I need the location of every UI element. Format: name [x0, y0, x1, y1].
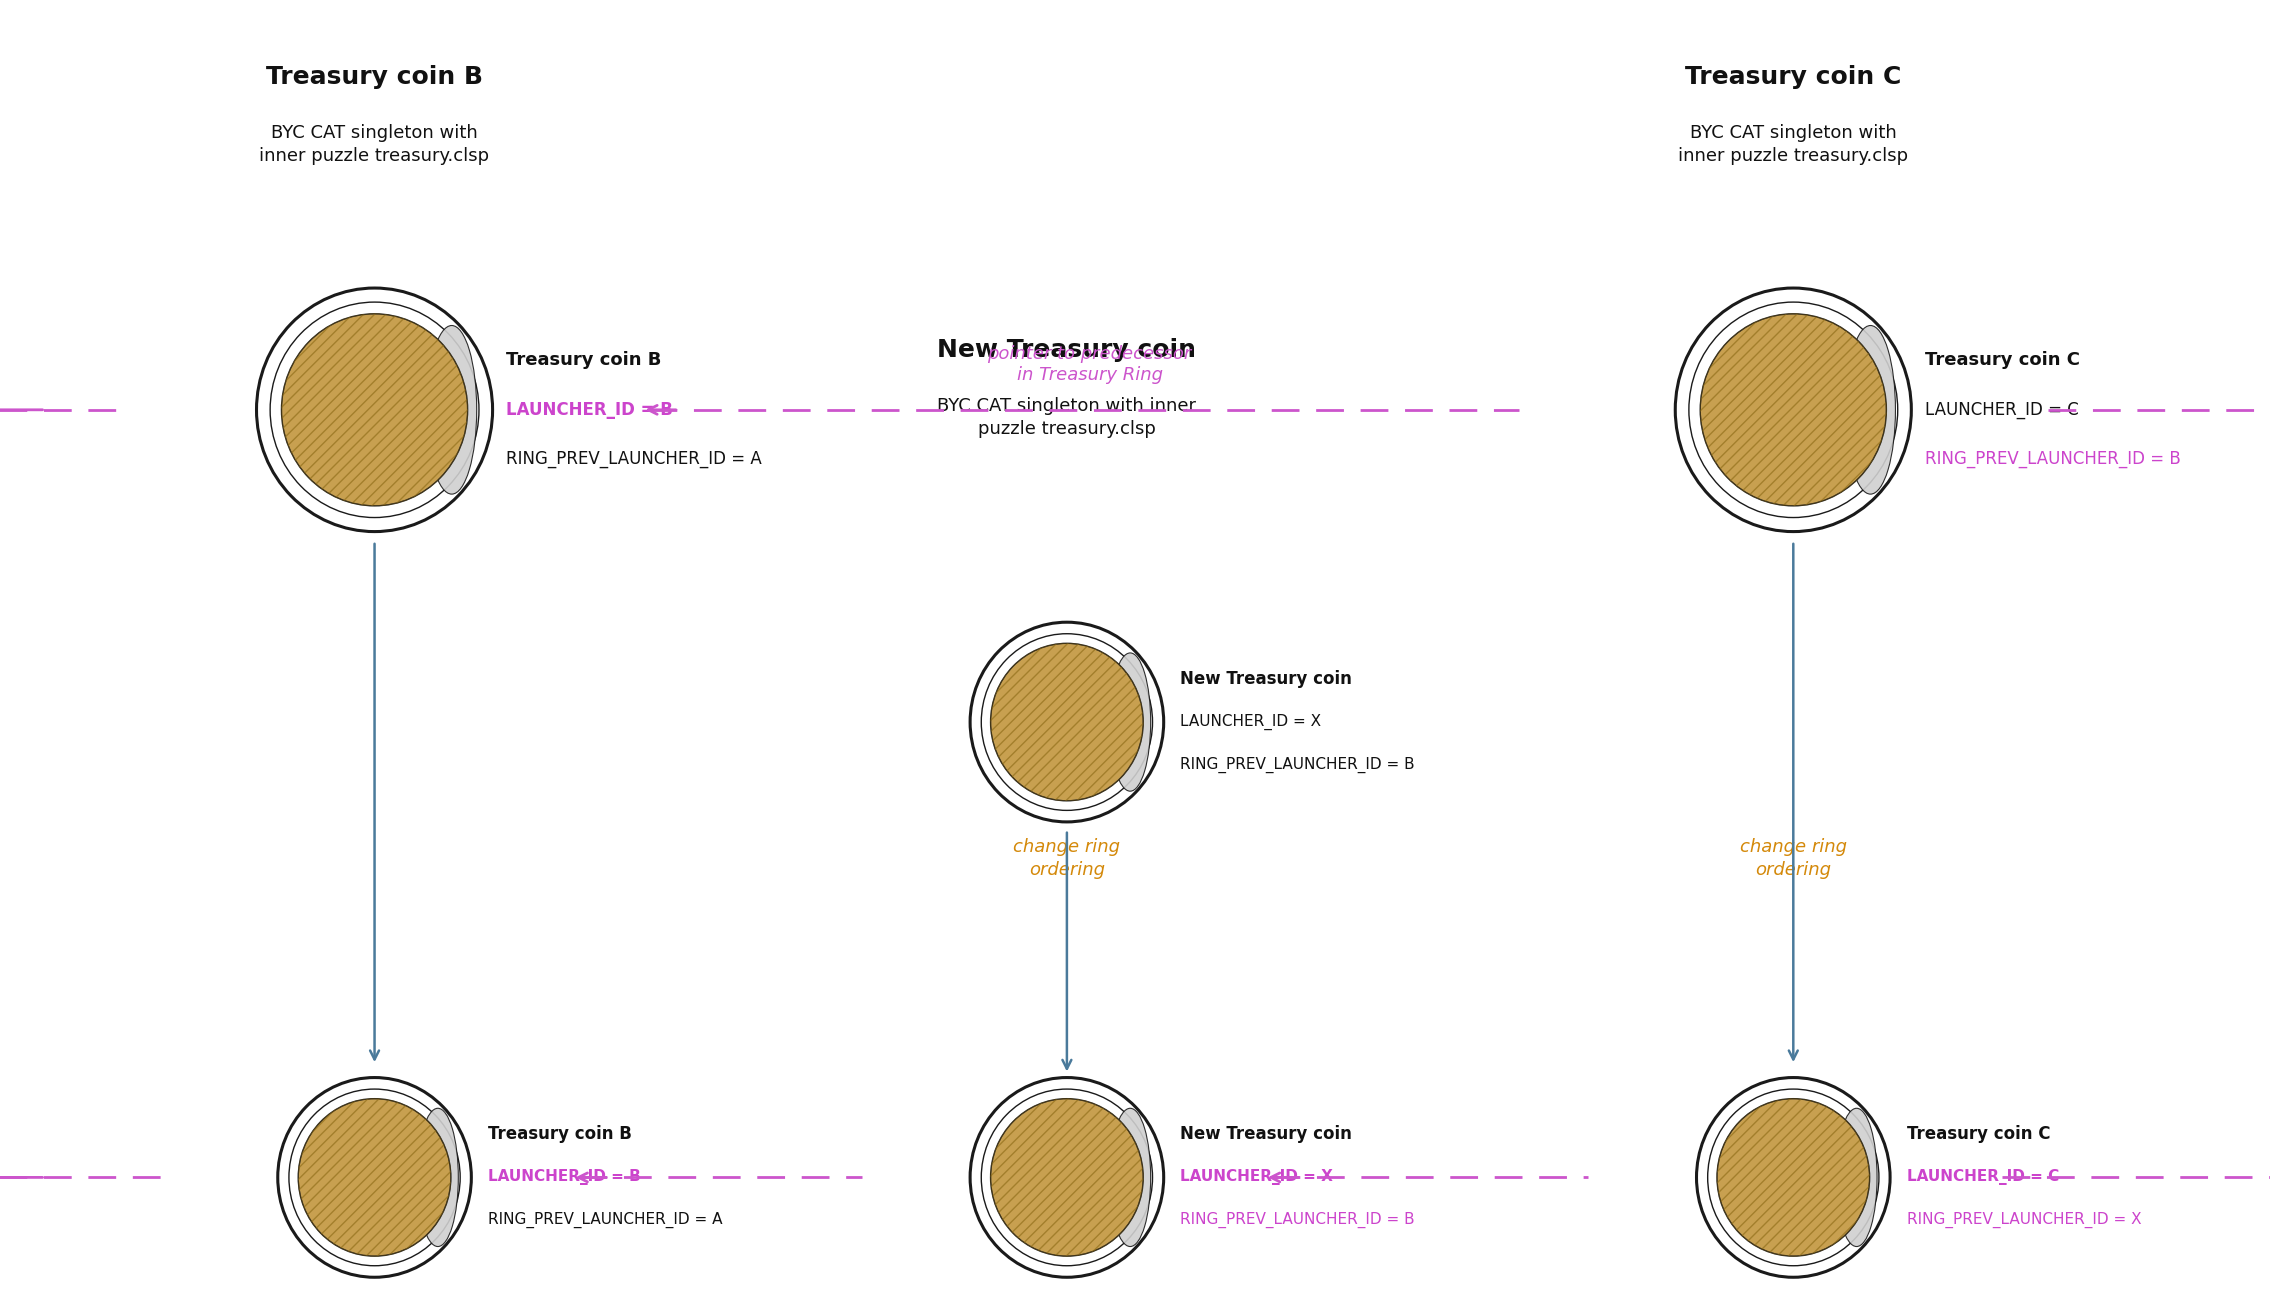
- Text: RING_PREV_LAUNCHER_ID = A: RING_PREV_LAUNCHER_ID = A: [488, 1213, 722, 1228]
- Text: New Treasury coin: New Treasury coin: [1180, 670, 1353, 688]
- Text: BYC CAT singleton with
inner puzzle treasury.clsp: BYC CAT singleton with inner puzzle trea…: [259, 124, 490, 165]
- Ellipse shape: [990, 1098, 1144, 1257]
- Text: Treasury coin B: Treasury coin B: [266, 65, 484, 88]
- Text: LAUNCHER_ID = B: LAUNCHER_ID = B: [506, 401, 674, 419]
- Text: Treasury coin B: Treasury coin B: [488, 1125, 631, 1144]
- Ellipse shape: [277, 1077, 472, 1278]
- Ellipse shape: [1846, 325, 1895, 494]
- Ellipse shape: [281, 314, 468, 506]
- Text: RING_PREV_LAUNCHER_ID = A: RING_PREV_LAUNCHER_ID = A: [506, 450, 763, 468]
- Text: RING_PREV_LAUNCHER_ID = B: RING_PREV_LAUNCHER_ID = B: [1180, 757, 1414, 773]
- Text: change ring
ordering: change ring ordering: [1739, 838, 1848, 879]
- Ellipse shape: [270, 302, 479, 518]
- Text: RING_PREV_LAUNCHER_ID = X: RING_PREV_LAUNCHER_ID = X: [1907, 1213, 2141, 1228]
- Text: LAUNCHER_ID = X: LAUNCHER_ID = X: [1180, 714, 1321, 730]
- Text: Treasury coin C: Treasury coin C: [1925, 351, 2079, 369]
- Text: BYC CAT singleton with
inner puzzle treasury.clsp: BYC CAT singleton with inner puzzle trea…: [1678, 124, 1909, 165]
- Ellipse shape: [1675, 288, 1911, 532]
- Ellipse shape: [257, 288, 493, 532]
- Ellipse shape: [1707, 1089, 1880, 1266]
- Text: LAUNCHER_ID = C: LAUNCHER_ID = C: [1907, 1170, 2059, 1185]
- Text: RING_PREV_LAUNCHER_ID = B: RING_PREV_LAUNCHER_ID = B: [1925, 450, 2181, 468]
- Text: Treasury coin C: Treasury coin C: [1907, 1125, 2050, 1144]
- Text: Treasury coin B: Treasury coin B: [506, 351, 661, 369]
- Ellipse shape: [969, 622, 1165, 822]
- Ellipse shape: [1689, 302, 1898, 518]
- Ellipse shape: [1110, 653, 1151, 791]
- Text: LAUNCHER_ID = X: LAUNCHER_ID = X: [1180, 1170, 1332, 1185]
- Text: pointer to predecessor
in Treasury Ring: pointer to predecessor in Treasury Ring: [987, 345, 1192, 384]
- Ellipse shape: [288, 1089, 461, 1266]
- Text: LAUNCHER_ID = B: LAUNCHER_ID = B: [488, 1170, 640, 1185]
- Ellipse shape: [990, 643, 1144, 801]
- Ellipse shape: [1716, 1098, 1870, 1257]
- Ellipse shape: [1696, 1077, 1891, 1278]
- Text: BYC CAT singleton with inner
puzzle treasury.clsp: BYC CAT singleton with inner puzzle trea…: [938, 397, 1196, 438]
- Ellipse shape: [981, 1089, 1153, 1266]
- Ellipse shape: [1836, 1108, 1877, 1246]
- Ellipse shape: [981, 634, 1153, 811]
- Ellipse shape: [1700, 314, 1886, 506]
- Text: New Treasury coin: New Treasury coin: [938, 338, 1196, 362]
- Ellipse shape: [297, 1098, 452, 1257]
- Ellipse shape: [418, 1108, 459, 1246]
- Ellipse shape: [969, 1077, 1165, 1278]
- Text: New Treasury coin: New Treasury coin: [1180, 1125, 1353, 1144]
- Text: Treasury coin C: Treasury coin C: [1684, 65, 1902, 88]
- Text: RING_PREV_LAUNCHER_ID = B: RING_PREV_LAUNCHER_ID = B: [1180, 1213, 1414, 1228]
- Ellipse shape: [427, 325, 477, 494]
- Text: change ring
ordering: change ring ordering: [1012, 838, 1121, 879]
- Ellipse shape: [1110, 1108, 1151, 1246]
- Text: LAUNCHER_ID = C: LAUNCHER_ID = C: [1925, 401, 2079, 419]
